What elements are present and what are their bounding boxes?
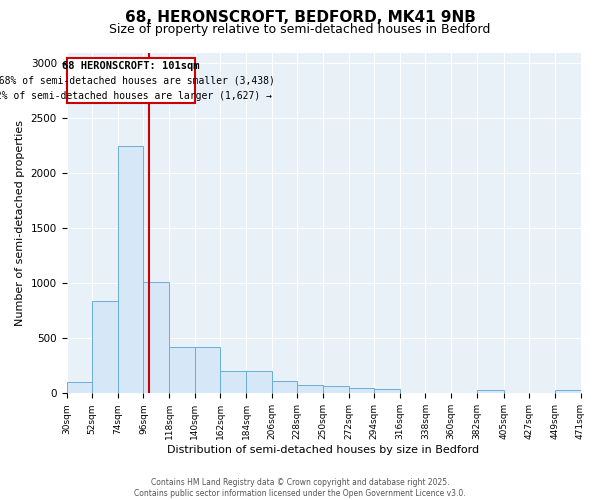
Bar: [349, 388, 374, 394]
Bar: [143, 282, 169, 394]
Bar: [272, 382, 297, 394]
Bar: [220, 372, 246, 394]
Bar: [92, 301, 118, 394]
Text: 68, HERONSCROFT, BEDFORD, MK41 9NB: 68, HERONSCROFT, BEDFORD, MK41 9NB: [125, 10, 475, 25]
Bar: [374, 390, 400, 394]
Bar: [555, 390, 581, 394]
Bar: [118, 146, 143, 394]
Bar: [67, 382, 92, 394]
Bar: [323, 386, 349, 394]
Bar: [169, 347, 195, 394]
Bar: [246, 372, 272, 394]
Text: ← 68% of semi-detached houses are smaller (3,438): ← 68% of semi-detached houses are smalle…: [0, 76, 275, 86]
Bar: [477, 390, 503, 394]
Text: 32% of semi-detached houses are larger (1,627) →: 32% of semi-detached houses are larger (…: [0, 90, 272, 101]
Bar: [297, 384, 323, 394]
Y-axis label: Number of semi-detached properties: Number of semi-detached properties: [15, 120, 25, 326]
Text: Contains HM Land Registry data © Crown copyright and database right 2025.
Contai: Contains HM Land Registry data © Crown c…: [134, 478, 466, 498]
Bar: [195, 347, 220, 394]
Text: 68 HERONSCROFT: 101sqm: 68 HERONSCROFT: 101sqm: [62, 60, 199, 70]
X-axis label: Distribution of semi-detached houses by size in Bedford: Distribution of semi-detached houses by …: [167, 445, 479, 455]
FancyBboxPatch shape: [67, 58, 195, 103]
Text: Size of property relative to semi-detached houses in Bedford: Size of property relative to semi-detach…: [109, 22, 491, 36]
